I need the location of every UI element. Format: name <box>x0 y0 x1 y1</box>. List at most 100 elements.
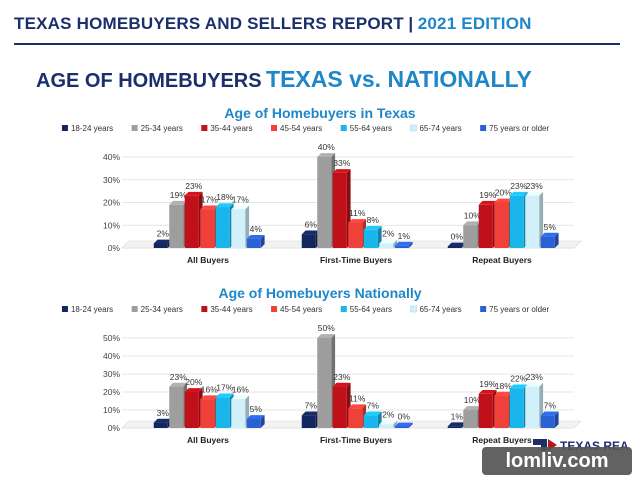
chart1-label-1-2: 33% <box>333 158 350 168</box>
chart2-label-0-0: 3% <box>157 408 170 418</box>
chart1-legend-label-3: 45-54 years <box>280 124 322 133</box>
chart2-label-1-2: 23% <box>333 372 350 382</box>
chart2-legend-label-0: 18-24 years <box>71 305 113 314</box>
chart1-label-0-0: 2% <box>157 229 170 239</box>
chart1-bar-2-0 <box>447 246 462 248</box>
chart1-bar-0-5-side <box>245 205 250 248</box>
chart2-bar-0-1-top <box>169 382 188 387</box>
chart2-bar-0-5-top <box>231 395 250 400</box>
chart2-legend-swatch-1 <box>131 306 138 312</box>
header-divider <box>14 43 620 45</box>
chart1-bar-1-6-top <box>394 241 413 246</box>
chart1-group: Age of Homebuyers in Texas 18-24 years 25-… <box>61 105 582 265</box>
chart1-bar-1-4-top <box>363 225 382 230</box>
chart2-bar-1-3 <box>348 408 363 428</box>
page-title: AGE OF HOMEBUYERS TEXAS vs. NATIONALLY <box>36 66 626 93</box>
chart2-legend-swatch-4 <box>340 306 347 312</box>
chart1-bar-0-3-top <box>200 205 219 210</box>
chart1-title: Age of Homebuyers in Texas <box>224 105 415 121</box>
chart1-label-0-1: 19% <box>170 190 187 200</box>
chart2-bar-1-5-side <box>393 420 398 428</box>
chart1-legend-swatch-6 <box>480 125 487 131</box>
chart1-legend-label-5: 65-74 years <box>419 124 461 133</box>
report-title: TEXAS HOMEBUYERS AND SELLERS REPORT <box>14 14 404 33</box>
chart2-bar-2-3 <box>494 395 509 428</box>
chart2-bar-1-1 <box>317 338 332 428</box>
chart2-label-2-2: 19% <box>479 379 496 389</box>
chart2-bar-2-5 <box>525 386 540 428</box>
chart2-bar-2-5-top <box>525 382 544 387</box>
chart1-label-2-5: 23% <box>526 181 543 191</box>
chart2-group: Age of Homebuyers Nationally 18-24 years 2… <box>61 285 582 445</box>
chart2-bar-2-4-top <box>509 384 528 389</box>
chart1-bar-2-5 <box>525 195 540 248</box>
chart2-label-1-3: 11% <box>349 393 366 403</box>
chart1-label-1-3: 11% <box>349 208 366 218</box>
chart1-label-2-1: 10% <box>464 210 481 220</box>
chart1-bar-1-2-top <box>332 169 351 173</box>
chart1-bar-0-6-top <box>246 235 265 239</box>
chart1-bar-0-2 <box>184 195 199 248</box>
chart2-label-2-0: 1% <box>451 411 464 421</box>
chart2-bar-0-3-top <box>200 395 219 400</box>
chart1-bar-1-5-side <box>393 239 398 248</box>
chart2-bar-0-3 <box>200 399 215 428</box>
chart2-bar-1-1-top <box>317 334 336 338</box>
chart1-bar-2-6 <box>540 236 555 248</box>
chart1-bar-0-3 <box>200 209 215 248</box>
chart2-bar-0-2-top <box>184 388 203 392</box>
chart1-bar-1-3 <box>348 222 363 248</box>
chart1-category-2: Repeat Buyers <box>472 255 532 265</box>
chart1-label-1-5: 2% <box>382 229 395 239</box>
chart1-bar-0-5-top <box>231 205 250 210</box>
chart1-bar-2-2-top <box>478 200 497 205</box>
chart2-bar-2-6-top <box>540 411 559 416</box>
chart2-ytick-3: 30% <box>103 369 120 379</box>
chart2-legend-label-3: 45-54 years <box>280 305 322 314</box>
chart1-bar-2-4-top <box>509 191 528 196</box>
chart1-label-2-3: 20% <box>495 188 512 198</box>
chart1-bar-1-5-top <box>379 239 398 244</box>
chart2-label-1-6: 0% <box>398 412 411 422</box>
chart2-label-2-5: 23% <box>526 372 543 382</box>
chart1-bar-0-6 <box>246 238 261 248</box>
chart2-bar-0-6 <box>246 419 261 428</box>
chart2-bar-0-6-top <box>246 415 265 419</box>
chart2-bar-0-2 <box>184 392 199 428</box>
page-title-part1: AGE OF HOMEBUYERS <box>36 70 262 92</box>
chart2-bar-2-1 <box>463 410 478 428</box>
chart2-bar-2-6 <box>540 415 555 428</box>
chart1-bar-2-1-top <box>463 221 482 226</box>
chart2-bar-0-6-side <box>260 415 265 428</box>
chart2-ytick-2: 20% <box>103 387 120 397</box>
chart1-bar-0-1-top <box>169 200 188 205</box>
chart1-bar-0-1 <box>169 204 184 248</box>
chart1-label-0-3: 17% <box>201 194 218 204</box>
chart2-legend-swatch-2 <box>201 306 208 312</box>
chart2-bar-1-6 <box>394 426 409 428</box>
chart1-bar-1-0 <box>301 234 316 248</box>
chart1-bar-1-6 <box>394 245 409 248</box>
chart1-legend-label-2: 35-44 years <box>210 124 252 133</box>
chart2-bar-1-2 <box>332 386 347 428</box>
chart2-label-1-4: 7% <box>367 401 380 411</box>
chart2-bar-1-4 <box>363 415 378 428</box>
chart1-legend-swatch-2 <box>201 125 208 131</box>
chart1-legend-label-0: 18-24 years <box>71 124 113 133</box>
chart2-label-2-6: 7% <box>544 401 557 411</box>
chart2-label-0-6: 5% <box>250 404 263 414</box>
chart1-label-1-6: 1% <box>398 231 411 241</box>
chart1-bar-1-1-top <box>317 153 336 157</box>
chart1-bar-1-1 <box>317 157 332 248</box>
chart2-bar-0-5 <box>231 399 246 428</box>
chart1-label-2-4: 23% <box>510 181 527 191</box>
chart2-bar-2-0 <box>447 426 462 428</box>
chart2-legend-swatch-6 <box>480 306 487 312</box>
chart2-bar-1-4-top <box>363 411 382 416</box>
chart1-bar-2-0-top <box>447 242 466 247</box>
chart1-label-2-2: 19% <box>479 190 496 200</box>
chart1-category-1: First-Time Buyers <box>320 255 392 265</box>
chart2-legend-label-1: 25-34 years <box>141 305 183 314</box>
header-separator: | <box>408 14 414 33</box>
